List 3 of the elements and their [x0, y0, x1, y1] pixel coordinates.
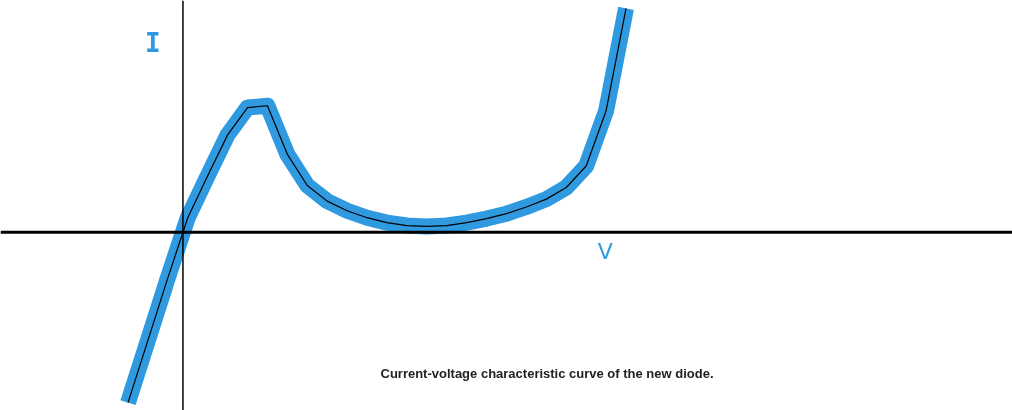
y-axis-title: I	[144, 27, 161, 58]
annotation: Current-voltage characteristic curve of the new diode.	[380, 365, 714, 381]
x-axis-title: V	[597, 239, 613, 265]
